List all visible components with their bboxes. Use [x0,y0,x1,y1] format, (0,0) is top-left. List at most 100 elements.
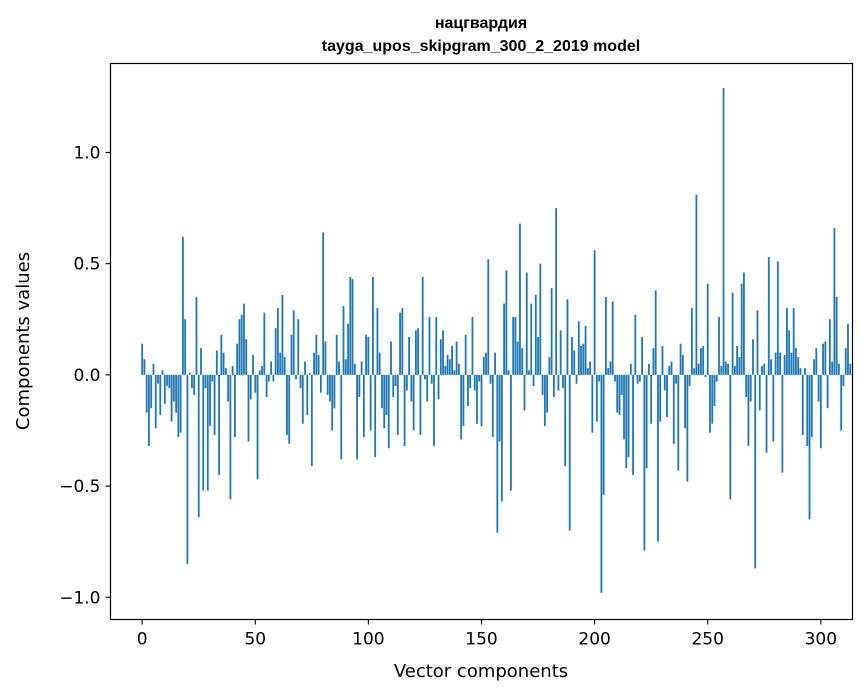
bar [157,374,159,384]
bar [738,357,741,375]
y-axis-label: Components values [13,252,34,430]
bar [317,354,320,375]
bar [163,374,166,404]
y-tick-label: −1.0 [59,588,100,608]
bar [690,308,693,375]
bar [844,348,847,375]
bar [281,294,284,375]
bar [713,374,716,406]
bar [231,365,234,375]
bar [833,228,836,375]
y-tick-label: 0.5 [73,255,100,275]
bar [308,372,311,375]
bar [761,365,763,375]
bar [365,334,368,375]
plot-frame [109,62,854,621]
bar [831,361,834,375]
bar [731,292,734,375]
bar [541,374,544,395]
bar [469,374,472,389]
bar [313,352,315,375]
bar [403,374,406,447]
bar [727,363,729,375]
x-tick-label: 250 [691,630,723,650]
bar [229,374,232,500]
bar [799,368,802,375]
bar [645,374,648,469]
bar [840,374,843,431]
bar [806,374,809,447]
bar [372,277,374,375]
bar [283,357,286,375]
bar [733,365,736,375]
bar [498,374,501,442]
bar [828,319,831,375]
bar [765,374,768,453]
bar [161,370,164,375]
bar [159,374,162,415]
bar [709,374,711,433]
bar [272,374,275,382]
bar [666,374,668,418]
bar [575,374,578,384]
bar [785,308,788,375]
bar [433,374,435,447]
bar [168,374,171,389]
bar [360,361,363,375]
bar [215,350,218,375]
bar [186,374,189,564]
bar [141,343,144,375]
bar [166,374,168,386]
bar [824,341,827,375]
bar [448,359,451,375]
bar [532,374,535,386]
bar [580,345,582,375]
bar [539,263,542,375]
bars-group [141,87,852,593]
bar [817,374,820,402]
bar [333,374,336,409]
bar [338,361,340,375]
bar [383,374,386,429]
bar [516,341,519,375]
bar [428,317,431,375]
bar [625,374,628,469]
bar [399,312,401,375]
bar [471,317,474,375]
bar [496,374,499,533]
bar [301,374,304,424]
bar [297,319,300,375]
bar [600,374,603,593]
bar [781,374,784,473]
bar [661,345,664,375]
bar [586,368,589,375]
bar [295,374,297,380]
bar [249,374,252,400]
bar [700,348,702,375]
bar [788,330,791,375]
bar [489,374,492,384]
bar [528,370,530,375]
bar [329,374,331,402]
bar [467,374,469,406]
bar [152,363,155,375]
bar [476,374,478,424]
bar [512,317,515,375]
bar [790,352,793,375]
bar [819,374,822,449]
bar [835,297,838,375]
bar [290,334,293,375]
bar [722,87,725,375]
bar [623,374,625,440]
bar [534,294,537,375]
y-ticks-group: −1.0 −0.5 0.0 0.5 1.0 [59,143,111,608]
bar [390,341,392,375]
bar [419,374,422,435]
bar [822,343,824,375]
bar [374,374,377,458]
bar [505,270,508,375]
bar [286,374,288,435]
bar [767,256,770,375]
bar [543,374,546,427]
